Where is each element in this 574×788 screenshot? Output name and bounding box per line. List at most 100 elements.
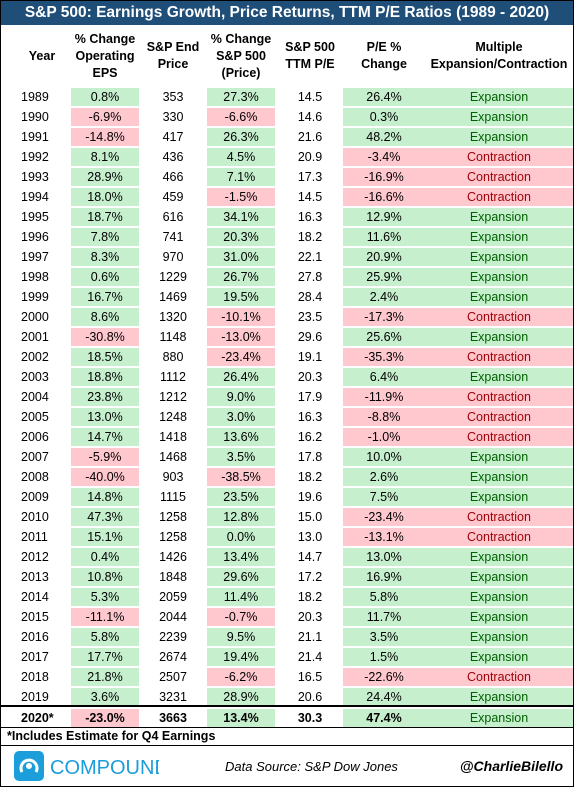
table-row: 2015 -11.1% 2044 -0.7% 20.3 11.7% Expansion	[1, 607, 573, 627]
cell-multiple: Contraction	[425, 528, 573, 546]
cell-end-price: 2044	[159, 610, 187, 624]
cell-pe-change: 11.7%	[343, 608, 425, 626]
table-row: 2004 23.8% 1212 9.0% 17.9 -11.9% Contraction	[1, 387, 573, 407]
cell-eps-change: 28.9%	[71, 168, 139, 186]
table-row: 2018 21.8% 2507 -6.2% 16.5 -22.6% Contraction	[1, 667, 573, 687]
cell-price-change: 27.3%	[207, 88, 275, 106]
cell-end-price: 1848	[159, 570, 187, 584]
cell-year: 2019	[21, 690, 49, 704]
cell-pe-change: 25.9%	[343, 268, 425, 286]
cell-end-price: 417	[162, 130, 184, 144]
cell-ttm-pe: 16.5	[297, 670, 323, 684]
cell-year: 2010	[21, 510, 49, 524]
table-row: 2012 0.4% 1426 13.4% 14.7 13.0% Expansion	[1, 547, 573, 567]
cell-pe-change: 13.0%	[343, 548, 425, 566]
cell-price-change: 0.0%	[207, 528, 275, 546]
table-row: 2019 3.6% 3231 28.9% 20.6 24.4% Expansion	[1, 687, 573, 707]
cell-year: 1994	[21, 190, 49, 204]
cell-ttm-pe: 15.0	[297, 510, 323, 524]
page-title: S&P 500: Earnings Growth, Price Returns,…	[1, 1, 573, 25]
cell-multiple: Expansion	[425, 268, 573, 286]
cell-year: 1997	[21, 250, 49, 264]
cell-price-change: 28.9%	[207, 688, 275, 706]
cell-multiple: Contraction	[425, 188, 573, 206]
cell-multiple: Expansion	[425, 328, 573, 346]
cell-ttm-pe: 27.8	[297, 270, 323, 284]
table-header: Year % Change Operating EPS S&P End Pric…	[1, 25, 573, 87]
cell-price-change: -10.1%	[207, 308, 275, 326]
cell-ttm-pe: 21.1	[297, 630, 323, 644]
cell-price-change: 3.5%	[207, 448, 275, 466]
cell-multiple: Contraction	[425, 388, 573, 406]
footer: COMPOUND Data Source: S&P Dow Jones @Cha…	[1, 745, 573, 787]
table-row: 2001 -30.8% 1148 -13.0% 29.6 25.6% Expansion	[1, 327, 573, 347]
cell-end-price: 1469	[159, 290, 187, 304]
cell-end-price: 741	[162, 230, 184, 244]
cell-ttm-pe: 17.8	[297, 450, 323, 464]
cell-eps-change: 14.7%	[71, 428, 139, 446]
table-row: 1995 18.7% 616 34.1% 16.3 12.9% Expansion	[1, 207, 573, 227]
table-row: 1991 -14.8% 417 26.3% 21.6 48.2% Expansion	[1, 127, 573, 147]
cell-end-price: 970	[162, 250, 184, 264]
cell-ttm-pe: 16.2	[297, 430, 323, 444]
table-row: 1989 0.8% 353 27.3% 14.5 26.4% Expansion	[1, 87, 573, 107]
table-row: 2020* -23.0% 3663 13.4% 30.3 47.4% Expansion	[1, 708, 573, 728]
cell-eps-change: 47.3%	[71, 508, 139, 526]
cell-ttm-pe: 14.6	[297, 110, 323, 124]
cell-eps-change: -30.8%	[71, 328, 139, 346]
cell-year: 2015	[21, 610, 49, 624]
cell-eps-change: -6.9%	[71, 108, 139, 126]
cell-end-price: 436	[162, 150, 184, 164]
cell-multiple: Expansion	[425, 488, 573, 506]
cell-price-change: 19.5%	[207, 288, 275, 306]
header-ttm-pe: S&P 500 TTM P/E	[285, 40, 335, 71]
cell-multiple: Expansion	[425, 608, 573, 626]
cell-year: 2000	[21, 310, 49, 324]
cell-pe-change: 3.5%	[343, 628, 425, 646]
cell-year: 2003	[21, 370, 49, 384]
cell-multiple: Expansion	[425, 368, 573, 386]
cell-end-price: 880	[162, 350, 184, 364]
cell-end-price: 1258	[159, 510, 187, 524]
table-row: 2009 14.8% 1115 23.5% 19.6 7.5% Expansion	[1, 487, 573, 507]
cell-ttm-pe: 21.4	[297, 650, 323, 664]
cell-end-price: 2239	[159, 630, 187, 644]
cell-pe-change: 20.9%	[343, 248, 425, 266]
cell-eps-change: 21.8%	[71, 668, 139, 686]
table-row: 2002 18.5% 880 -23.4% 19.1 -35.3% Contraction	[1, 347, 573, 367]
cell-ttm-pe: 16.3	[297, 210, 323, 224]
cell-price-change: 26.3%	[207, 128, 275, 146]
cell-price-change: 13.4%	[207, 548, 275, 566]
cell-end-price: 1258	[159, 530, 187, 544]
cell-price-change: -6.2%	[207, 668, 275, 686]
cell-ttm-pe: 18.2	[297, 470, 323, 484]
cell-end-price: 330	[162, 110, 184, 124]
cell-year: 1999	[21, 290, 49, 304]
table-row: 2006 14.7% 1418 13.6% 16.2 -1.0% Contraction	[1, 427, 573, 447]
cell-pe-change: 6.4%	[343, 368, 425, 386]
table-row: 2010 47.3% 1258 12.8% 15.0 -23.4% Contraction	[1, 507, 573, 527]
cell-multiple: Expansion	[425, 248, 573, 266]
cell-end-price: 1148	[159, 330, 187, 344]
header-year: Year	[28, 48, 56, 63]
cell-year: 1990	[21, 110, 49, 124]
cell-price-change: 12.8%	[207, 508, 275, 526]
cell-pe-change: -22.6%	[343, 668, 425, 686]
cell-ttm-pe: 30.3	[297, 711, 323, 725]
cell-end-price: 459	[162, 190, 184, 204]
cell-ttm-pe: 14.5	[297, 190, 323, 204]
cell-multiple: Expansion	[425, 228, 573, 246]
cell-pe-change: -23.4%	[343, 508, 425, 526]
cell-pe-change: 5.8%	[343, 588, 425, 606]
cell-price-change: 3.0%	[207, 408, 275, 426]
cell-year: 2001	[21, 330, 49, 344]
cell-eps-change: -40.0%	[71, 468, 139, 486]
cell-year: 1998	[21, 270, 49, 284]
cell-year: 1995	[21, 210, 49, 224]
cell-ttm-pe: 20.6	[297, 690, 323, 704]
cell-year: 2005	[21, 410, 49, 424]
cell-ttm-pe: 20.3	[297, 610, 323, 624]
cell-price-change: 7.1%	[207, 168, 275, 186]
cell-price-change: -23.4%	[207, 348, 275, 366]
